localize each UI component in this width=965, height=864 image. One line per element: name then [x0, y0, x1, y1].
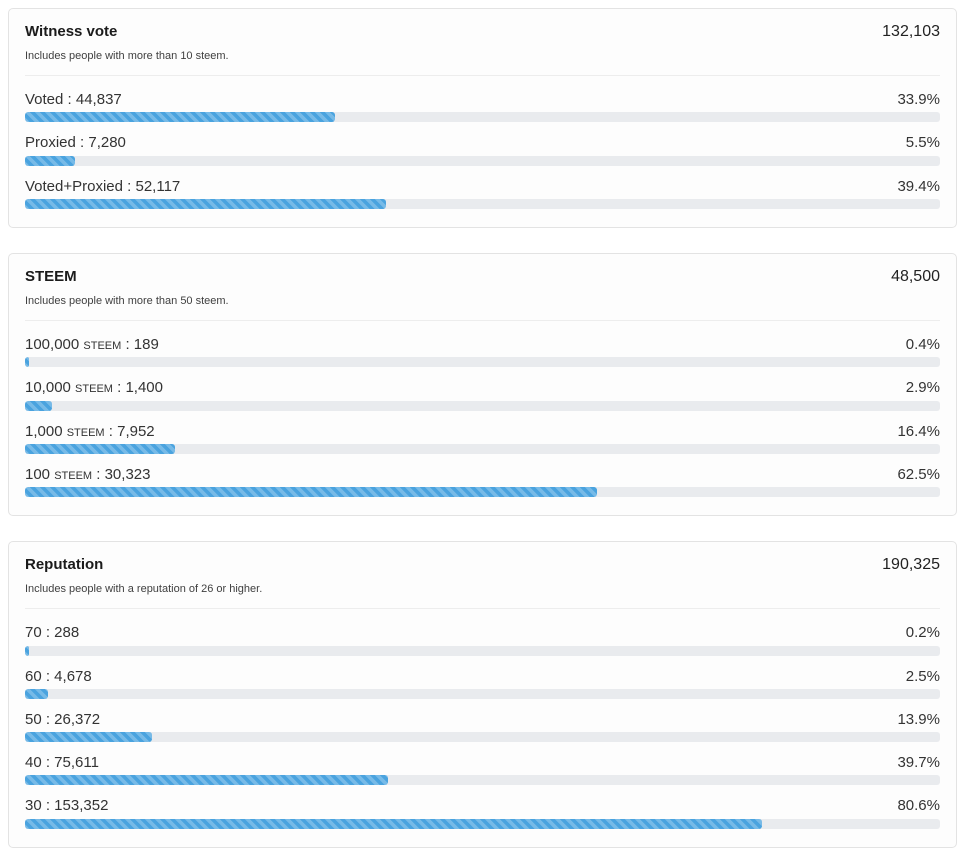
card-total: 190,325 — [882, 556, 940, 574]
stat-row-line: Voted : 44,837 33.9% — [25, 91, 940, 108]
stat-row: 1,000 steem : 7,952 16.4% — [25, 423, 940, 454]
progress-track — [25, 688, 940, 699]
stat-row-line: 40 : 75,611 39.7% — [25, 754, 940, 771]
stat-row: 30 : 153,352 80.6% — [25, 797, 940, 829]
progress-track — [25, 645, 940, 656]
witness-vote-card: Witness vote 132,103 Includes people wit… — [8, 8, 957, 228]
card-header-line: Witness vote 132,103 — [25, 23, 940, 41]
progress-track — [25, 487, 940, 498]
stat-label: 10,000 steem : 1,400 — [25, 379, 163, 397]
stat-row-line: 30 : 153,352 80.6% — [25, 797, 940, 814]
progress-fill — [25, 645, 29, 656]
card-title: Witness vote — [25, 23, 118, 40]
progress-fill — [25, 818, 763, 829]
stat-row: 40 : 75,611 39.7% — [25, 754, 940, 786]
card-header-line: Reputation 190,325 — [25, 556, 940, 574]
stat-label: 40 : 75,611 — [25, 754, 99, 772]
card-total: 132,103 — [882, 23, 940, 40]
progress-track — [25, 357, 940, 368]
stat-row: Voted : 44,837 33.9% — [25, 91, 940, 123]
progress-fill — [25, 443, 176, 454]
progress-fill — [25, 112, 336, 123]
stat-row: 100 steem : 30,323 62.5% — [25, 466, 940, 498]
progress-track — [25, 818, 940, 829]
card-header: STEEM 48,500 Includes people with more t… — [25, 268, 940, 322]
stat-label: 70 : 288 — [25, 624, 80, 642]
progress-track — [25, 198, 940, 209]
stat-label: 1,000 steem : 7,952 — [25, 422, 155, 440]
steem-card: STEEM 48,500 Includes people with more t… — [8, 252, 957, 517]
stat-percent: 33.9% — [897, 91, 940, 109]
progress-fill — [25, 688, 48, 699]
stat-row-line: 10,000 steem : 1,400 2.9% — [25, 379, 940, 396]
card-subtitle: Includes people with more than 10 steem. — [25, 50, 229, 62]
card-header-line: STEEM 48,500 — [25, 268, 940, 286]
progress-track — [25, 732, 940, 743]
progress-fill — [25, 775, 389, 786]
stat-row: Proxied : 7,280 5.5% — [25, 134, 940, 166]
progress-fill — [25, 487, 597, 498]
progress-track — [25, 400, 940, 411]
stat-row-line: 100,000 steem : 189 0.4% — [25, 336, 940, 353]
stat-percent: 39.7% — [897, 754, 940, 772]
stat-label: Proxied : 7,280 — [25, 134, 126, 152]
card-total: 48,500 — [891, 267, 940, 285]
stat-row-line: Voted+Proxied : 52,117 39.4% — [25, 178, 940, 195]
stat-label: Voted : 44,837 — [25, 91, 122, 109]
stat-percent: 62.5% — [897, 465, 940, 483]
stat-rows: 70 : 288 0.2% 60 : 4,678 2.5% 50 : 26, — [25, 624, 940, 829]
progress-track — [25, 112, 940, 123]
progress-track — [25, 155, 940, 166]
stat-row-line: 60 : 4,678 2.5% — [25, 668, 940, 685]
reputation-card: Reputation 190,325 Includes people with … — [8, 541, 957, 848]
stat-row-line: 70 : 288 0.2% — [25, 624, 940, 641]
stat-row-line: Proxied : 7,280 5.5% — [25, 134, 940, 151]
stat-row: Voted+Proxied : 52,117 39.4% — [25, 178, 940, 209]
progress-fill — [25, 357, 29, 368]
stat-percent: 0.2% — [905, 624, 940, 642]
stat-label: 100,000 steem : 189 — [25, 336, 159, 354]
stat-row: 100,000 steem : 189 0.4% — [25, 336, 940, 368]
stat-label: 60 : 4,678 — [25, 667, 92, 685]
progress-track — [25, 775, 940, 786]
stat-row-line: 100 steem : 30,323 62.5% — [25, 466, 940, 483]
progress-fill — [25, 400, 52, 411]
progress-fill — [25, 155, 76, 166]
stat-row-line: 50 : 26,372 13.9% — [25, 711, 940, 728]
progress-fill — [25, 732, 153, 743]
card-header: Witness vote 132,103 Includes people wit… — [25, 23, 940, 77]
card-title: STEEM — [25, 267, 77, 285]
stat-row: 10,000 steem : 1,400 2.9% — [25, 379, 940, 411]
stat-rows: Voted : 44,837 33.9% Proxied : 7,280 5.5… — [25, 91, 940, 209]
stat-row: 50 : 26,372 13.9% — [25, 711, 940, 743]
stat-percent: 5.5% — [905, 134, 940, 152]
progress-track — [25, 443, 940, 454]
stat-label: 50 : 26,372 — [25, 710, 101, 728]
stat-percent: 2.9% — [905, 379, 940, 397]
stat-label: Voted+Proxied : 52,117 — [25, 177, 181, 195]
progress-fill — [25, 198, 386, 209]
stat-row-line: 1,000 steem : 7,952 16.4% — [25, 423, 940, 440]
stat-percent: 13.9% — [897, 710, 940, 728]
stat-label: 100 steem : 30,323 — [25, 465, 151, 483]
stat-percent: 0.4% — [905, 336, 940, 354]
card-header: Reputation 190,325 Includes people with … — [25, 556, 940, 610]
stat-row: 70 : 288 0.2% — [25, 624, 940, 656]
stat-label: 30 : 153,352 — [25, 797, 109, 815]
stat-percent: 2.5% — [905, 667, 940, 685]
card-subtitle: Includes people with a reputation of 26 … — [25, 583, 263, 596]
stat-percent: 80.6% — [897, 797, 940, 815]
card-title: Reputation — [25, 556, 104, 574]
card-subtitle: Includes people with more than 50 steem. — [25, 294, 229, 307]
stat-percent: 39.4% — [897, 177, 940, 195]
stat-rows: 100,000 steem : 189 0.4% 10,000 steem : … — [25, 336, 940, 498]
stat-row: 60 : 4,678 2.5% — [25, 668, 940, 699]
stat-percent: 16.4% — [897, 422, 940, 440]
